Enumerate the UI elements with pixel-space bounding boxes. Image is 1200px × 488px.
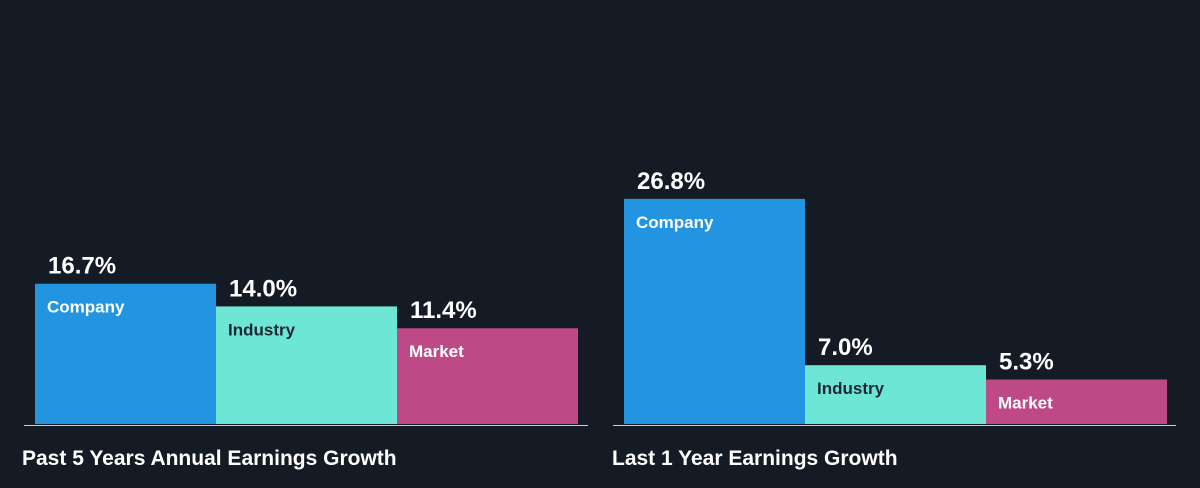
chart-past-5-years: 16.7% Company 14.0% Industry 11.4% Market Pas… <box>22 253 588 470</box>
category-label-market: Market <box>998 393 1053 412</box>
title-last-1-year: Last 1 Year Earnings Growth <box>612 447 898 470</box>
value-label-industry: 14.0% <box>229 275 297 302</box>
bar-market <box>986 379 1167 424</box>
bars-last-1-year: 26.8% Company 7.0% Industry 5.3% Market <box>624 168 1167 424</box>
category-label-company: Company <box>636 213 714 232</box>
category-label-industry: Industry <box>228 320 296 339</box>
category-label-industry: Industry <box>817 379 885 398</box>
chart-last-1-year: 26.8% Company 7.0% Industry 5.3% Market Last … <box>612 168 1176 470</box>
category-label-market: Market <box>409 342 464 361</box>
bar-market <box>397 328 578 424</box>
value-label-market: 5.3% <box>999 348 1054 375</box>
category-label-company: Company <box>47 298 125 317</box>
bar-company <box>624 198 805 424</box>
value-label-industry: 7.0% <box>818 334 873 361</box>
title-past-5-years: Past 5 Years Annual Earnings Growth <box>22 447 397 470</box>
value-label-company: 26.8% <box>637 168 705 195</box>
bars-past-5-years: 16.7% Company 14.0% Industry 11.4% Market <box>35 253 578 424</box>
bar-company <box>35 283 216 424</box>
value-label-company: 16.7% <box>48 253 116 280</box>
value-label-market: 11.4% <box>410 297 477 324</box>
bar-industry <box>216 306 397 424</box>
bar-industry <box>805 365 986 424</box>
